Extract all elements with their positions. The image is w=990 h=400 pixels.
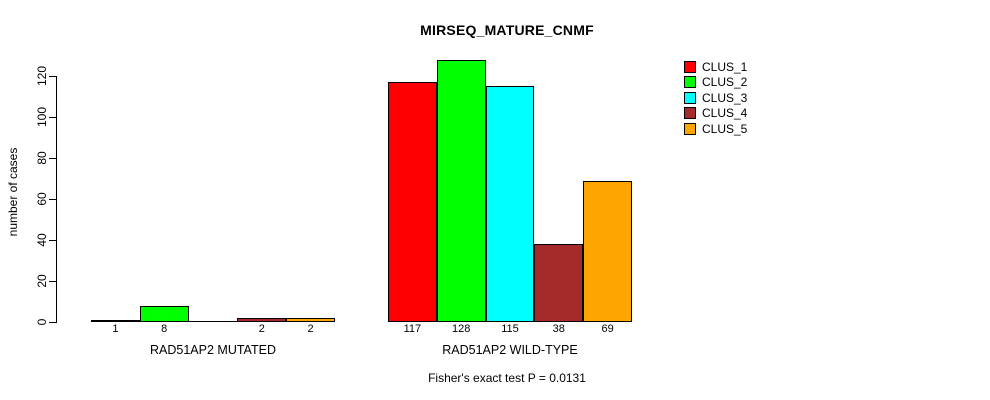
y-axis-tick <box>49 199 56 200</box>
legend-item: CLUS_5 <box>684 121 747 137</box>
y-axis-tick-label: 120 <box>35 65 49 87</box>
group-baseline <box>91 321 335 322</box>
legend-label: CLUS_4 <box>702 106 748 121</box>
y-axis-tick <box>49 158 56 159</box>
legend-label: CLUS_3 <box>702 90 748 105</box>
y-axis-tick <box>49 322 56 323</box>
legend-label: CLUS_5 <box>702 121 748 136</box>
y-axis-tick-label: 0 <box>35 318 49 326</box>
y-axis-tick <box>49 76 56 77</box>
y-axis-tick-label: 20 <box>35 274 49 288</box>
annotation-pvalue: Fisher's exact test P = 0.0131 <box>428 371 586 385</box>
bar-clus_2 <box>436 59 486 322</box>
bar-value-label: 128 <box>452 323 471 335</box>
bar-value-label: 69 <box>601 323 614 335</box>
bar-clus_5 <box>286 317 335 322</box>
bar-value-label: 2 <box>307 323 314 335</box>
legend-swatch-clus_3 <box>684 91 696 104</box>
legend-swatch-clus_4 <box>684 107 696 120</box>
legend-item: CLUS_2 <box>684 75 747 91</box>
legend-item: CLUS_4 <box>684 106 747 122</box>
y-axis-tick-label: 60 <box>35 192 49 206</box>
bar-value-label: 1 <box>112 323 119 335</box>
y-axis-title: number of cases <box>6 147 20 237</box>
legend-item: CLUS_1 <box>684 59 747 75</box>
y-axis-tick-label: 100 <box>35 106 49 128</box>
y-axis-tick <box>49 281 56 282</box>
bar-clus_2 <box>139 305 189 322</box>
bar-clus_4 <box>237 317 287 322</box>
bar-value-label: 117 <box>403 323 422 335</box>
y-axis-tick <box>49 240 56 241</box>
x-group-label-wildtype: RAD51AP2 WILD-TYPE <box>442 343 578 357</box>
bar-clus_3 <box>485 86 535 322</box>
legend-label: CLUS_2 <box>702 75 748 90</box>
bar-value-label: 2 <box>258 323 265 335</box>
chart-title: MIRSEQ_MATURE_CNMF <box>420 22 594 38</box>
legend-label: CLUS_1 <box>702 59 748 74</box>
bar-clus_4 <box>534 244 584 322</box>
y-axis-tick-label: 40 <box>35 233 49 247</box>
legend: CLUS_1 CLUS_2 CLUS_3 CLUS_4 CLUS_5 <box>684 59 747 137</box>
bar-value-label: 38 <box>552 323 565 335</box>
legend-swatch-clus_1 <box>684 60 696 73</box>
bar-clus_1 <box>91 319 140 322</box>
y-axis-tick <box>49 117 56 118</box>
bar-value-label: 115 <box>501 323 519 335</box>
legend-item: CLUS_3 <box>684 90 747 106</box>
x-group-label-mutated: RAD51AP2 MUTATED <box>150 343 276 357</box>
legend-swatch-clus_2 <box>684 76 696 89</box>
bar-clus_1 <box>388 82 437 322</box>
bar-clus_5 <box>583 180 632 322</box>
bar-value-label: 8 <box>161 323 168 335</box>
y-axis-tick-label: 80 <box>35 151 49 165</box>
legend-swatch-clus_5 <box>684 122 696 135</box>
y-axis-line <box>56 76 57 323</box>
